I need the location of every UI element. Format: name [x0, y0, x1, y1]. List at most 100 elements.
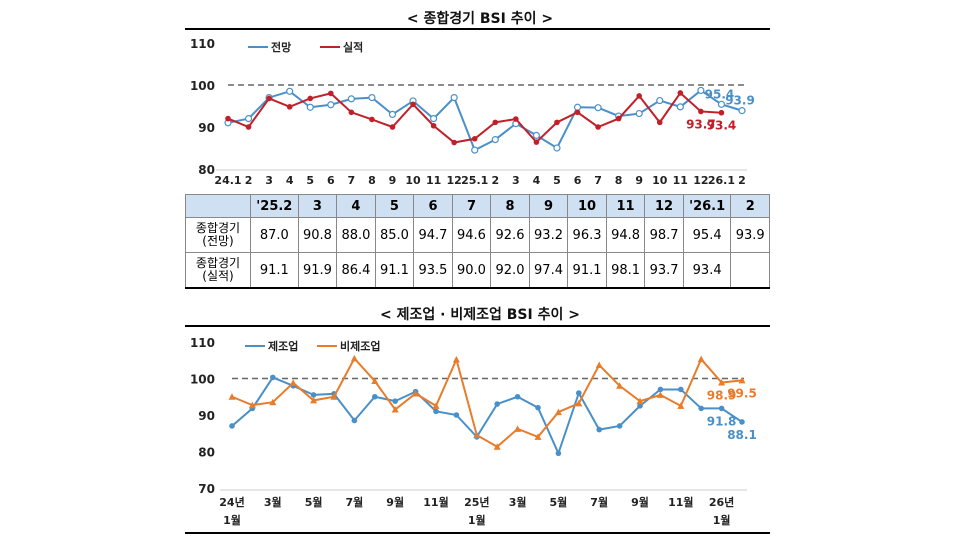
table-cell: 86.4	[336, 252, 376, 289]
data-point	[372, 393, 378, 400]
x-tick-label: 6	[327, 174, 335, 187]
data-label: 95.4	[705, 87, 735, 101]
table-cell: 90.8	[297, 217, 338, 253]
column-header: 11	[605, 194, 646, 218]
row-label-line: 종합경기	[195, 256, 241, 270]
legend-label: 전망	[271, 40, 291, 54]
data-point	[432, 402, 440, 409]
column-header: 7	[451, 194, 492, 218]
data-label: 98.9	[707, 389, 737, 403]
x-tick-label: 7월	[590, 495, 608, 509]
x-tick-label: 6	[574, 174, 582, 187]
table-cell: 92.0	[490, 252, 530, 289]
data-point	[554, 408, 562, 416]
x-tick-label: 26.1	[708, 174, 735, 187]
data-point	[286, 104, 293, 110]
chart-title-top: < 종합경기 BSI 추이 >	[406, 11, 554, 27]
x-tick-label: 5월	[550, 495, 568, 509]
data-point	[718, 109, 725, 116]
data-point	[738, 376, 746, 384]
data-point	[596, 426, 602, 433]
table-cell: 94.6	[451, 217, 492, 253]
data-point	[410, 101, 416, 108]
data-point	[330, 393, 338, 400]
table-cell: 97.4	[528, 252, 569, 289]
data-point	[310, 392, 317, 398]
table-header-row: '25.2 3 4 5 6 7 8 9 10 11 12'26.1 2	[185, 194, 770, 218]
data-point	[269, 398, 277, 406]
data-point	[307, 95, 314, 102]
data-label: 88.1	[727, 428, 757, 442]
data-point	[636, 93, 642, 99]
data-point	[637, 403, 643, 409]
series-line-전망	[227, 89, 743, 152]
y-tick-label: 110	[190, 336, 215, 350]
data-label: 93.7	[686, 117, 716, 131]
x-tick-label: 7월	[346, 495, 364, 509]
x-tick-label: 11월	[668, 495, 693, 509]
data-point	[430, 114, 438, 123]
column-header: 3	[297, 194, 338, 218]
data-point	[697, 86, 705, 95]
data-point	[573, 103, 582, 111]
row-label-line: 종합경기	[195, 221, 241, 235]
x-tick-label: 24.1	[214, 174, 241, 187]
legend-label: 비제조업	[340, 339, 380, 353]
data-point	[656, 96, 664, 105]
data-point	[388, 110, 397, 119]
table-cell: 93.4	[682, 252, 732, 289]
data-point	[306, 103, 314, 111]
column-header: 4	[336, 194, 376, 218]
x-tick-label: 8	[368, 174, 376, 187]
x-tick-label: 3월	[509, 495, 527, 509]
table-cell: 88.0	[336, 217, 376, 253]
data-point	[433, 408, 439, 415]
table-cell: 90.0	[451, 252, 492, 289]
data-point	[739, 419, 745, 425]
data-point	[514, 425, 522, 432]
table-cell: 98.1	[605, 252, 646, 289]
data-point	[555, 450, 562, 457]
y-tick-label: 110	[190, 37, 215, 51]
data-point	[452, 356, 460, 363]
x-tick-label: 9	[389, 174, 397, 187]
data-point	[594, 104, 602, 112]
data-point	[471, 146, 479, 154]
table-cell: 85.0	[374, 217, 415, 253]
data-point	[718, 379, 726, 386]
x-tick-label: 12	[693, 174, 708, 187]
table-cell: 94.8	[605, 217, 646, 253]
legend-label: 실적	[343, 40, 363, 54]
x-tick-label: 26년	[709, 495, 734, 509]
y-tick-label: 80	[198, 163, 215, 177]
x-tick-label: 5월	[305, 495, 323, 509]
x-tick-label: 5	[553, 174, 561, 187]
column-header: '26.1	[682, 194, 732, 218]
data-point	[450, 93, 458, 102]
data-point	[635, 109, 643, 118]
data-point	[493, 443, 501, 450]
table-cell: 93.2	[528, 217, 569, 253]
y-tick-label: 100	[190, 373, 215, 387]
column-header: 8	[490, 194, 530, 218]
data-point	[576, 390, 582, 396]
x-tick-label: 1월	[468, 513, 486, 527]
data-point	[698, 405, 704, 412]
data-point	[368, 93, 376, 102]
x-tick-label: 2	[245, 174, 253, 187]
data-point	[657, 386, 664, 393]
data-label: 99.5	[727, 386, 757, 400]
data-point	[532, 131, 541, 139]
series-line-비제조업	[231, 356, 743, 448]
data-point	[534, 433, 542, 440]
column-header: 10	[567, 194, 607, 218]
x-tick-label: 1월	[223, 513, 241, 527]
data-point	[513, 116, 519, 122]
y-tick-label: 100	[190, 79, 215, 93]
table-cell: 93.7	[644, 252, 684, 289]
table-row: 종합경기 (전망) 87.0 90.8 88.0 85.0 94.7 94.6 92.6 93.2…	[185, 217, 770, 253]
data-point	[451, 139, 457, 146]
data-point	[697, 355, 705, 363]
data-point	[514, 393, 521, 400]
x-tick-label: 9월	[631, 495, 649, 509]
